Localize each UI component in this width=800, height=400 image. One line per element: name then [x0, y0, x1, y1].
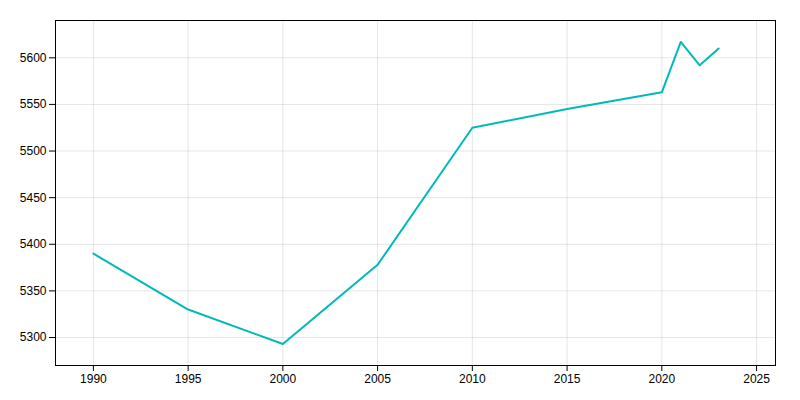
svg-text:1995: 1995 — [175, 372, 202, 386]
svg-text:2020: 2020 — [648, 372, 675, 386]
svg-text:1990: 1990 — [80, 372, 107, 386]
svg-text:5500: 5500 — [20, 144, 47, 158]
svg-text:2025: 2025 — [743, 372, 770, 386]
svg-text:2010: 2010 — [459, 372, 486, 386]
svg-text:5550: 5550 — [20, 97, 47, 111]
svg-text:5450: 5450 — [20, 191, 47, 205]
svg-text:2000: 2000 — [270, 372, 297, 386]
svg-text:5300: 5300 — [20, 330, 47, 344]
svg-text:5350: 5350 — [20, 284, 47, 298]
svg-text:5400: 5400 — [20, 237, 47, 251]
svg-text:2015: 2015 — [554, 372, 581, 386]
svg-text:2005: 2005 — [364, 372, 391, 386]
svg-text:5600: 5600 — [20, 51, 47, 65]
